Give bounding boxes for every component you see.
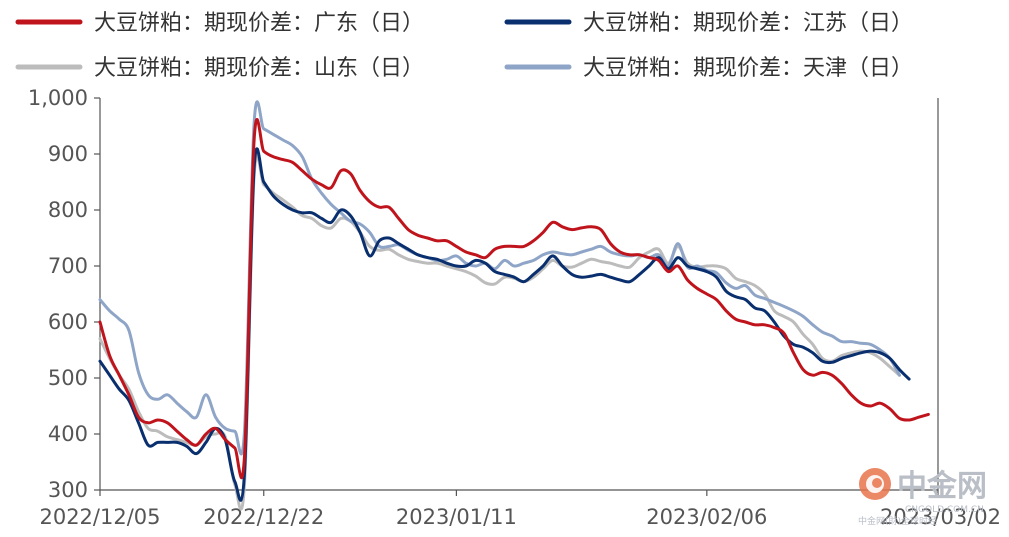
legend-label: 大豆饼粕：期现价差：广东（日） [94, 11, 424, 36]
watermark-brand: 中金网 [897, 469, 987, 504]
watermark-domain: CNGOLD.COM.CN [905, 505, 984, 515]
y-tick-label: 600 [48, 310, 88, 334]
y-tick-label: 900 [48, 142, 88, 166]
watermark: 中金网 CNGOLD.COM.CN 中金网(財)全球时经 [858, 468, 987, 527]
x-axis: 2022/12/05 2022/12/22 2023/01/11 2023/02/06… [39, 489, 1001, 529]
x-tick-label: 2023/01/11 [396, 505, 517, 529]
legend-label: 大豆饼粕：期现价差：天津（日） [583, 56, 913, 81]
x-tick-label: 2023/02/06 [646, 505, 767, 529]
legend-label: 大豆饼粕：期现价差：山东（日） [94, 56, 424, 81]
series-line-1 [98, 147, 911, 502]
series-line-0 [98, 118, 930, 480]
legend: 大豆饼粕：期现价差：广东（日） 大豆饼粕：期现价差：江苏（日） 大豆饼粕：期现价差：… [15, 11, 913, 81]
series-layer [98, 100, 930, 511]
y-tick-label: 700 [48, 254, 88, 278]
x-tick-label: 2023/03/02 [880, 505, 1001, 529]
y-tick-label: 400 [48, 422, 88, 446]
watermark-tagline: 中金网(財)全球时经 [858, 515, 937, 527]
y-tick-label: 500 [48, 366, 88, 390]
x-tick-label: 2022/12/05 [39, 505, 160, 529]
x-tick-label: 2022/12/22 [203, 505, 324, 529]
series-line-3 [98, 100, 901, 456]
y-tick-label: 800 [48, 198, 88, 222]
y-axis: 300 400 500 600 700 800 900 1,000 [28, 86, 101, 502]
legend-label: 大豆饼粕：期现价差：江苏（日） [583, 11, 913, 36]
y-tick-label: 1,000 [28, 86, 88, 110]
cngold-logo-icon [859, 468, 891, 500]
y-tick-label: 300 [48, 478, 88, 502]
